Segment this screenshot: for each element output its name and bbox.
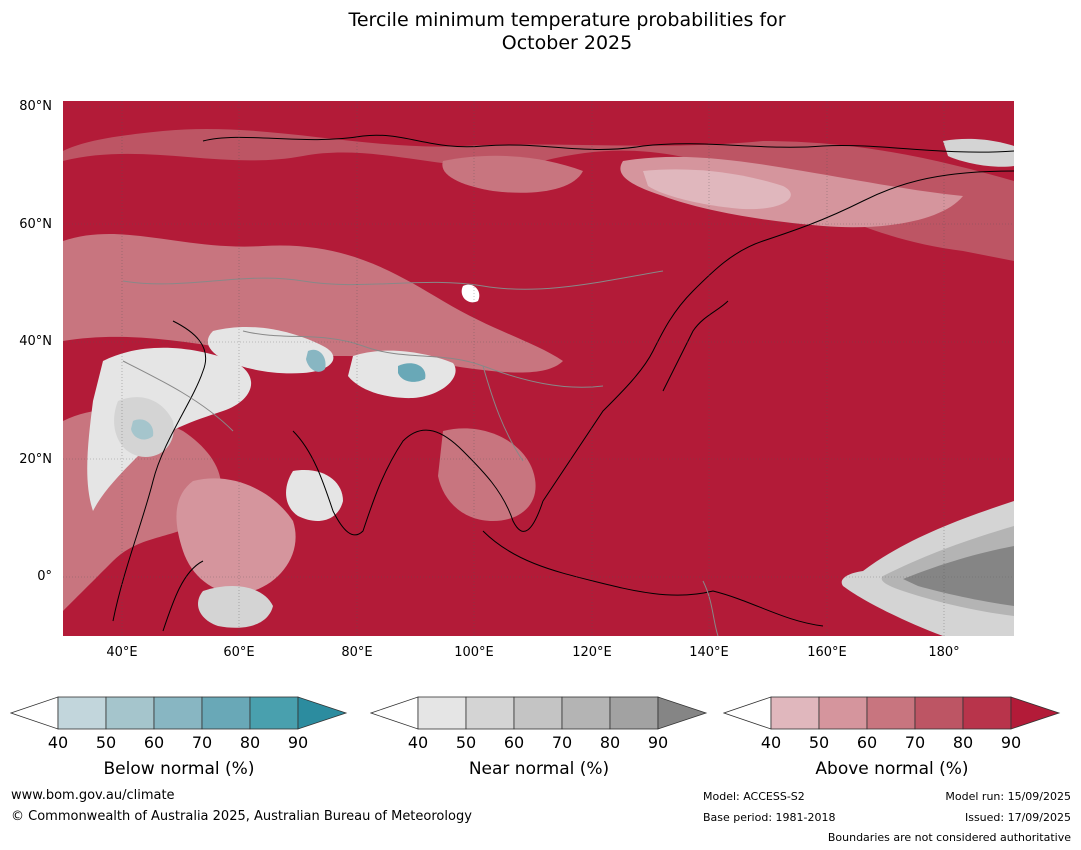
tick-label: 70 — [191, 733, 213, 752]
model-run-date: Model run: 15/09/2025 — [945, 790, 1071, 803]
colorbar-near-normal — [370, 696, 708, 730]
tick-label: 80 — [952, 733, 974, 752]
tick-label: 60 — [503, 733, 525, 752]
tick-label: 90 — [647, 733, 669, 752]
lon-label-120e: 120°E — [572, 645, 612, 660]
lat-label-60n: 60°N — [19, 217, 52, 232]
tick-label: 70 — [904, 733, 926, 752]
map-canvas — [63, 101, 1014, 636]
lon-label-40e: 40°E — [106, 645, 138, 660]
lon-label-140e: 140°E — [689, 645, 729, 660]
graticule — [63, 101, 1014, 636]
lon-label-60e: 60°E — [223, 645, 255, 660]
tick-label: 40 — [760, 733, 782, 752]
tick-label: 90 — [1000, 733, 1022, 752]
issued-date: Issued: 17/09/2025 — [964, 811, 1071, 824]
tick-label: 50 — [455, 733, 477, 752]
colorbar-below-label: Below normal (%) — [103, 759, 255, 779]
country-borders — [122, 270, 719, 636]
lon-label-180: 180° — [928, 645, 960, 660]
tick-label: 80 — [239, 733, 261, 752]
boundaries-note: Boundaries are not considered authoritat… — [827, 831, 1071, 844]
title-line-1: Tercile minimum temperature probabilitie… — [348, 9, 786, 31]
tick-label: 40 — [47, 733, 69, 752]
above-normal-shading — [63, 128, 1014, 611]
tick-label: 60 — [856, 733, 878, 752]
tick-label: 90 — [287, 733, 309, 752]
below-normal-shading — [131, 349, 426, 440]
colorbar-above-normal — [723, 696, 1061, 730]
copyright-text: © Commonwealth of Australia 2025, Austra… — [11, 809, 472, 824]
lon-label-80e: 80°E — [341, 645, 373, 660]
tick-label: 80 — [599, 733, 621, 752]
coastlines — [112, 134, 1014, 632]
website-link[interactable]: www.bom.gov.au/climate — [11, 788, 175, 803]
tick-label: 70 — [551, 733, 573, 752]
tick-label: 50 — [808, 733, 830, 752]
tick-label: 40 — [407, 733, 429, 752]
lat-label-20n: 20°N — [19, 452, 52, 467]
lat-label-40n: 40°N — [19, 334, 52, 349]
colorbar-near-label: Near normal (%) — [468, 759, 610, 779]
colorbar-above-label: Above normal (%) — [815, 759, 969, 779]
lon-label-160e: 160°E — [807, 645, 847, 660]
tick-label: 50 — [95, 733, 117, 752]
model-name: Model: ACCESS-S2 — [703, 790, 805, 803]
lon-label-100e: 100°E — [454, 645, 494, 660]
lat-label-80n: 80°N — [19, 99, 52, 114]
map-title: Tercile minimum temperature probabilitie… — [0, 9, 1081, 55]
title-line-2: October 2025 — [501, 32, 633, 54]
lat-label-0: 0° — [37, 569, 52, 584]
base-period: Base period: 1981-2018 — [703, 811, 836, 824]
colorbar-below-normal — [10, 696, 348, 730]
probability-map — [63, 101, 1014, 636]
tick-label: 60 — [143, 733, 165, 752]
